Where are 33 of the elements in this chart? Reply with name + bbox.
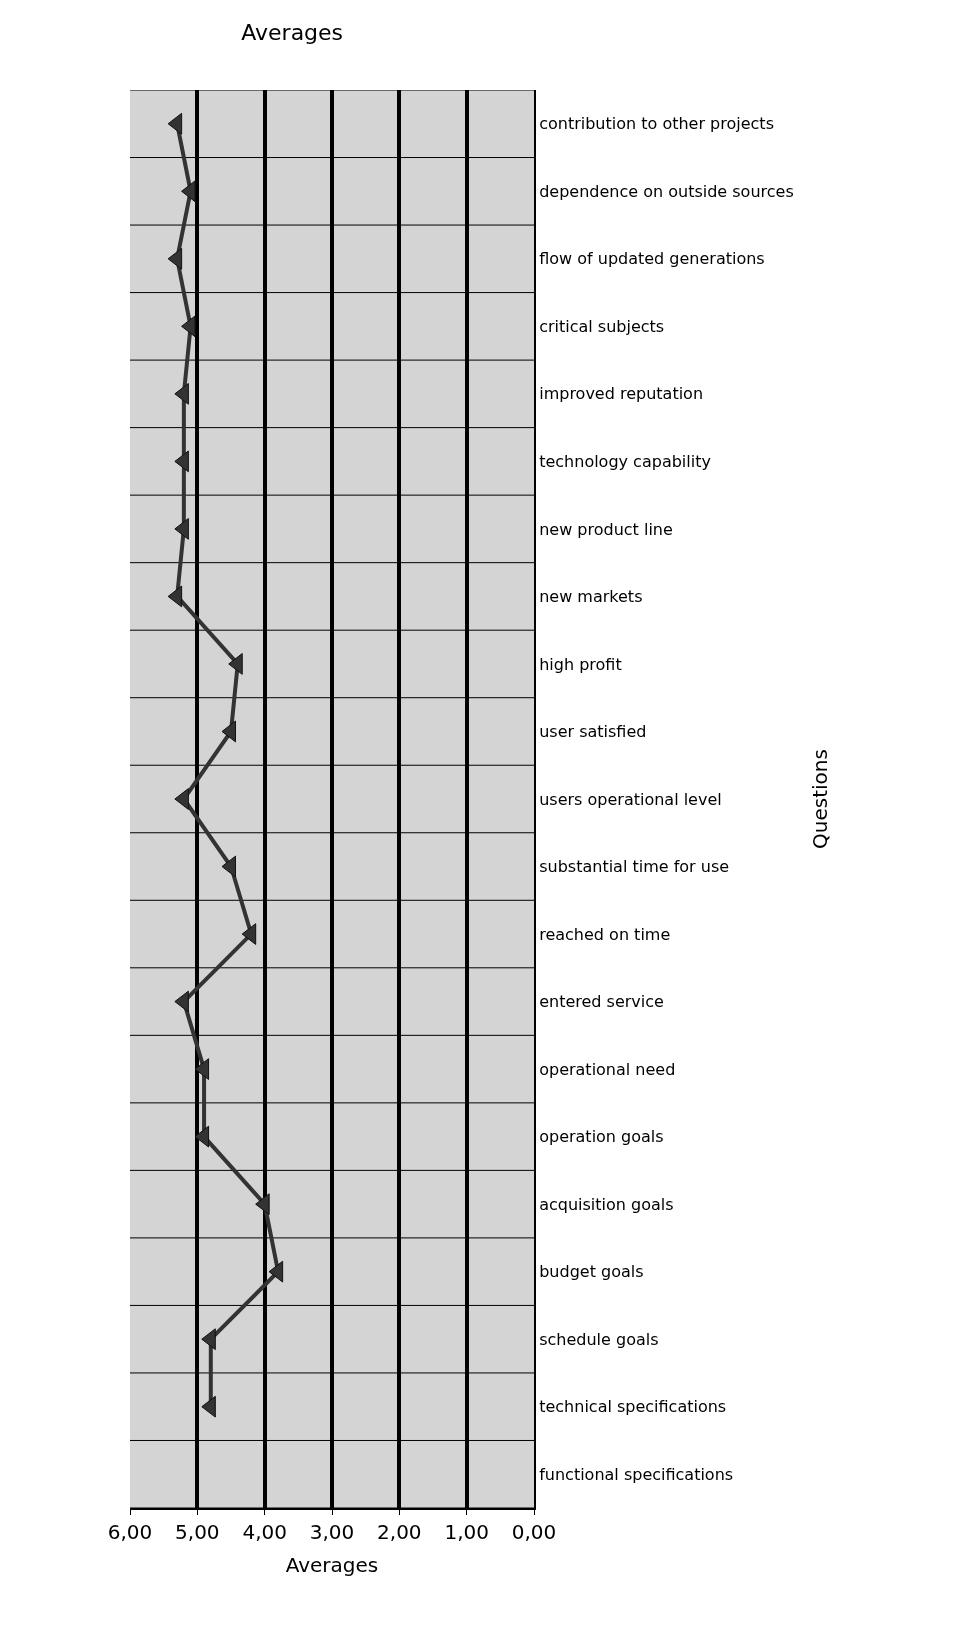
y-tick-label: substantial time for use bbox=[539, 857, 730, 877]
y-tick-label: budget goals bbox=[539, 1262, 644, 1282]
y-tick-label: functional specifications bbox=[539, 1464, 734, 1484]
x-tick-label: 1,00 bbox=[444, 1520, 489, 1544]
y-tick-label: user satisfied bbox=[539, 722, 647, 742]
y-tick-label: users operational level bbox=[539, 789, 722, 809]
x-axis-title: Averages bbox=[285, 1553, 379, 1577]
y-tick-label: schedule goals bbox=[539, 1329, 659, 1349]
y-axis-title: Questions bbox=[807, 749, 832, 849]
x-tick-label: 4,00 bbox=[242, 1520, 287, 1544]
y-tick-label: acquisition goals bbox=[539, 1194, 674, 1214]
y-tick-label: operational need bbox=[539, 1059, 676, 1079]
y-tick-label: dependence on outside sources bbox=[539, 181, 794, 201]
y-tick-label: improved reputation bbox=[539, 384, 704, 404]
y-tick-label: entered service bbox=[539, 992, 664, 1012]
y-tick-label: technical specifications bbox=[539, 1397, 727, 1417]
y-tick-label: new product line bbox=[539, 519, 673, 539]
y-tick-label: operation goals bbox=[539, 1127, 664, 1147]
y-tick-label: contribution to other projects bbox=[539, 114, 774, 134]
x-tick-label: 2,00 bbox=[377, 1520, 422, 1544]
y-tick-label: technology capability bbox=[539, 451, 711, 471]
point bbox=[194, 1058, 210, 1080]
y-tick-label: high profit bbox=[539, 654, 622, 674]
y-tick-label: reached on time bbox=[539, 924, 671, 944]
point bbox=[241, 923, 257, 945]
x-tick-label: 6,00 bbox=[107, 1520, 153, 1544]
x-tick-label: 3,00 bbox=[309, 1520, 355, 1544]
y-tick-label: flow of updated generations bbox=[539, 249, 765, 269]
y-tick-label: critical subjects bbox=[539, 316, 665, 336]
chart-title: Averages bbox=[241, 19, 344, 45]
x-tick-label: 0,00 bbox=[511, 1520, 557, 1544]
x-tick-label: 5,00 bbox=[175, 1520, 220, 1544]
y-tick-label: new markets bbox=[539, 587, 643, 607]
